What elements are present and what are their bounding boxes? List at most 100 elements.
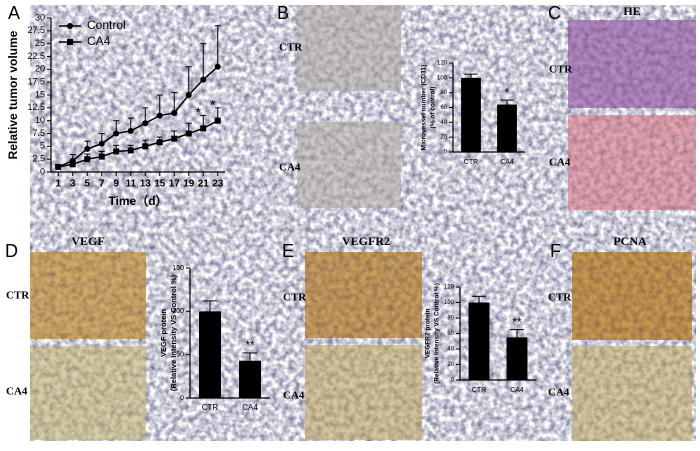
series-line	[57, 66, 219, 168]
panel-letter: E	[282, 241, 294, 261]
y-tick-label: 40	[447, 347, 454, 353]
y-tick-label: 15	[35, 89, 45, 99]
marker	[214, 63, 221, 70]
error-bar	[510, 329, 524, 338]
annotation: *	[210, 97, 216, 113]
x-tick-label: 19	[183, 179, 195, 190]
x-tick-label: 23	[212, 179, 224, 190]
marker	[127, 127, 134, 134]
bar	[468, 302, 490, 380]
x-tick-label: CA4	[510, 387, 524, 394]
error-bar	[472, 295, 486, 303]
y-tick-label: 20	[440, 135, 447, 141]
y-tick-label: 100	[437, 75, 448, 81]
y-tick-label: 0	[40, 166, 45, 176]
x-tick-label: 17	[169, 179, 181, 190]
x-tick-label: CA4	[500, 159, 514, 166]
y-tick-label: 80	[440, 90, 447, 96]
y-tick-label: 17.5	[27, 77, 45, 87]
bar	[461, 77, 481, 152]
y-tick-label: 7.5	[32, 128, 45, 138]
annotation: **	[512, 315, 522, 329]
y-tick-label: 150	[172, 265, 184, 272]
error-bar	[242, 352, 258, 361]
legend-label: Control	[87, 18, 126, 32]
y-axis-label: VEGFR2 protein	[425, 309, 432, 359]
error-bar	[171, 91, 178, 113]
marker	[84, 156, 91, 163]
y-tick-label: 120	[437, 61, 448, 67]
image-e-ctr	[305, 252, 422, 338]
panel-letter: F	[550, 241, 561, 261]
y-axis-label: Microvessel number (CD31)	[421, 65, 428, 151]
y-tick-label: 100	[172, 308, 184, 315]
panel-letter: C	[548, 3, 561, 23]
error-bar	[185, 66, 192, 95]
panel-letter: A	[8, 3, 20, 23]
y-tick-label: 10	[35, 115, 45, 125]
y-tick-label: 20	[447, 362, 454, 368]
image-label: CTR	[279, 42, 303, 54]
y-tick-label: 20	[35, 64, 45, 74]
bar	[239, 360, 261, 398]
x-tick-label: CTR	[472, 387, 486, 394]
y-tick-label: 5	[40, 141, 45, 151]
error-bar	[202, 300, 218, 312]
image-b-ca4	[297, 122, 401, 208]
marker	[185, 92, 192, 98]
image-d-ca4	[30, 346, 146, 440]
y-axis-label: (Relative Intensity VS Control %)	[434, 283, 441, 384]
y-tick-label: 50	[176, 352, 184, 359]
x-axis-label: Time（d）	[108, 193, 167, 208]
error-bar	[214, 25, 221, 67]
marker	[69, 161, 76, 168]
marker	[214, 117, 221, 124]
x-tick-label: 1	[55, 179, 61, 190]
marker	[113, 148, 120, 155]
marker	[200, 125, 207, 132]
y-tick-label: 120	[444, 285, 455, 291]
image-label: CTR	[283, 292, 307, 304]
y-tick-label: 2.5	[32, 154, 45, 164]
marker	[142, 143, 149, 150]
legend-label: CA4	[87, 34, 111, 48]
image-label: CA4	[549, 157, 571, 169]
y-axis-label: (Relative Intensity VS Control %)	[169, 274, 178, 391]
image-title: HE	[623, 4, 640, 18]
bar	[506, 337, 528, 380]
marker	[200, 76, 207, 83]
legend-marker	[67, 23, 73, 29]
y-tick-label: 0	[180, 395, 184, 402]
x-tick-label: CTR	[202, 403, 219, 412]
y-axis-label: VEGF protein	[159, 309, 168, 357]
x-tick-label: 13	[140, 179, 152, 190]
y-tick-label: 100	[444, 300, 455, 306]
image-e-ca4	[305, 345, 422, 440]
x-tick-label: 9	[113, 179, 119, 190]
bar	[497, 104, 517, 152]
image-c-ctr	[568, 20, 696, 108]
y-tick-label: 25	[35, 38, 45, 48]
image-label: CTR	[6, 290, 30, 302]
annotation: *	[505, 85, 510, 99]
legend-marker	[67, 39, 73, 45]
image-f-ca4	[572, 346, 692, 441]
x-tick-label: 15	[154, 179, 166, 190]
y-tick-label: 40	[440, 120, 447, 126]
bar	[199, 311, 221, 398]
y-tick-label: 0	[444, 150, 448, 156]
y-tick-label: 27.5	[27, 25, 45, 35]
micrographs	[30, 5, 696, 441]
annotation: *	[196, 104, 202, 120]
marker	[142, 120, 149, 127]
marker	[55, 163, 62, 170]
image-c-ca4	[568, 115, 696, 210]
y-axis-label: (% of control)	[430, 87, 437, 129]
y-axis-label: Relative tumor volume	[6, 30, 20, 159]
image-title: VEGFR2	[342, 234, 390, 248]
image-label: CA4	[6, 386, 28, 398]
image-title: VEGF	[71, 234, 104, 248]
panel-letter: D	[5, 241, 18, 261]
y-tick-label: 12.5	[27, 102, 45, 112]
